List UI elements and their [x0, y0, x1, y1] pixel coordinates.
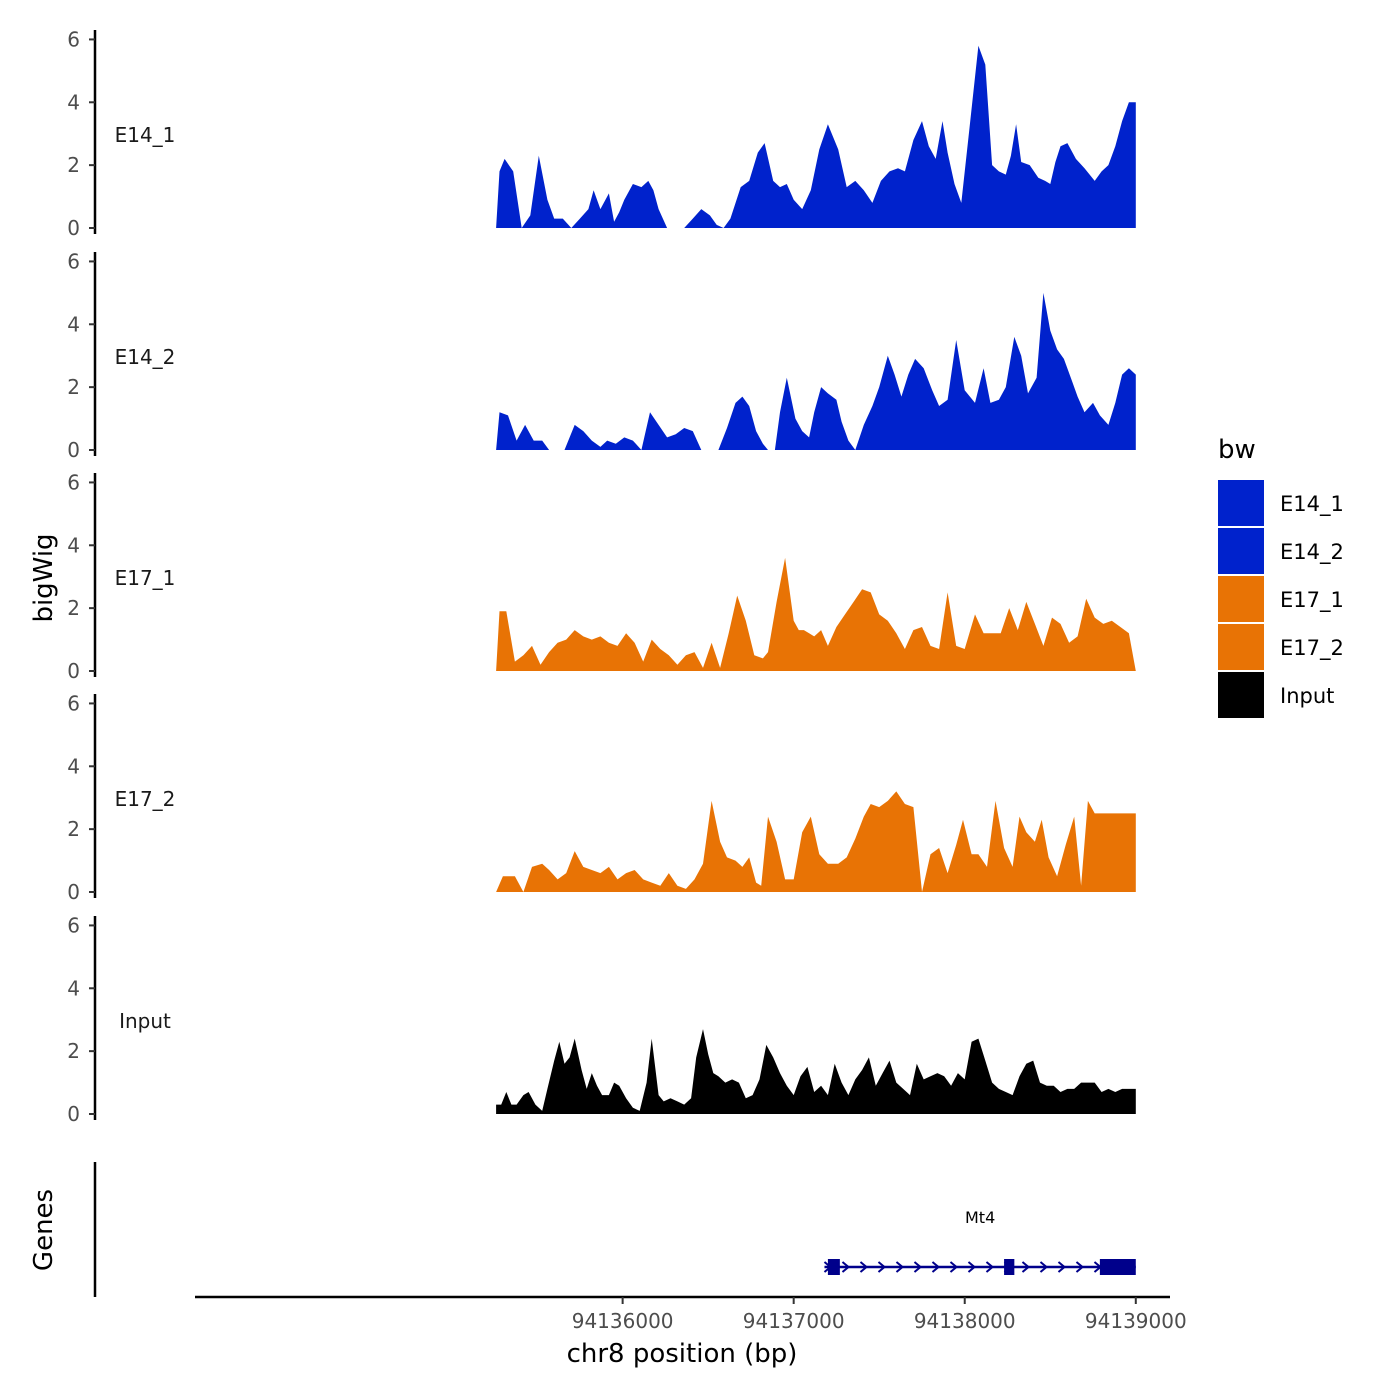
- y-tick-label: 6: [67, 470, 80, 494]
- y-tick-label: 2: [67, 817, 80, 841]
- track-label: E14_1: [115, 123, 176, 147]
- track-label: E14_2: [115, 345, 176, 369]
- legend-label: E17_2: [1280, 636, 1344, 661]
- strand-arrow: [949, 1261, 959, 1273]
- track-Input: 0 2 4 6 Input: [67, 913, 1136, 1126]
- y-tick-label: 4: [67, 90, 80, 114]
- legend-swatch: [1218, 672, 1264, 718]
- y-tick-label: 6: [67, 913, 80, 937]
- y-tick-label: 2: [67, 375, 80, 399]
- y-tick-label: 0: [67, 1102, 80, 1126]
- strand-arrow: [967, 1261, 977, 1273]
- track-E14_1: 0 2 4 6 E14_1: [67, 27, 1136, 240]
- legend-label: E14_2: [1280, 540, 1344, 565]
- gene-Mt4: Mt4: [823, 1208, 1136, 1275]
- strand-arrow: [1039, 1261, 1049, 1273]
- area-E17_2: [496, 791, 1136, 892]
- legend-swatch: [1218, 528, 1264, 574]
- track-E14_2: 0 2 4 6 E14_2: [67, 249, 1136, 462]
- y-tick-label: 4: [67, 533, 80, 557]
- area-E14_2: [496, 292, 1136, 450]
- y-tick-label: 0: [67, 438, 80, 462]
- area-E17_1: [496, 557, 1136, 671]
- y-tick-label: 2: [67, 153, 80, 177]
- track-label: Input: [119, 1009, 171, 1033]
- y-tick-label: 6: [67, 249, 80, 273]
- strand-arrow: [913, 1261, 923, 1273]
- strand-arrow: [1021, 1261, 1031, 1273]
- y-tick-label: 0: [67, 216, 80, 240]
- x-axis: 94136000 94137000 94138000 94139000: [195, 1295, 1187, 1333]
- legend-swatch: [1218, 576, 1264, 622]
- legend-swatch: [1218, 480, 1264, 526]
- track-label: E17_2: [115, 787, 176, 811]
- area-Input: [496, 1029, 1136, 1114]
- strand-arrow: [859, 1261, 869, 1273]
- y-tick-label: 2: [67, 596, 80, 620]
- gene-name-label: Mt4: [965, 1208, 995, 1227]
- y-tick-label: 6: [67, 691, 80, 715]
- x-tick-label: 94136000: [572, 1309, 674, 1333]
- y-tick-label: 4: [67, 754, 80, 778]
- x-tick-label: 94138000: [914, 1309, 1016, 1333]
- y-tick-label: 4: [67, 976, 80, 1000]
- legend-label: E17_1: [1280, 588, 1344, 613]
- exon: [1004, 1259, 1015, 1275]
- area-E14_1: [496, 45, 1136, 229]
- x-tick-label: 94137000: [743, 1309, 845, 1333]
- genes-track-title: Genes: [29, 1189, 59, 1271]
- x-tick-label: 94139000: [1085, 1309, 1187, 1333]
- y-axis-title: bigWig: [29, 533, 59, 622]
- track-E17_1: 0 2 4 6 E17_1: [67, 470, 1136, 683]
- y-tick-label: 4: [67, 312, 80, 336]
- strand-arrow: [931, 1261, 941, 1273]
- strand-arrow: [985, 1261, 995, 1273]
- track-label: E17_1: [115, 566, 176, 590]
- y-tick-label: 2: [67, 1039, 80, 1063]
- strand-arrow: [877, 1261, 887, 1273]
- strand-arrow: [1057, 1261, 1067, 1273]
- strand-arrow: [1075, 1261, 1085, 1273]
- y-tick-label: 0: [67, 880, 80, 904]
- y-tick-label: 6: [67, 27, 80, 51]
- exon: [827, 1259, 840, 1275]
- exon: [1099, 1259, 1136, 1275]
- legend-title: bw: [1218, 435, 1256, 465]
- signal-tracks: 0 2 4 6 E14_1 0 2 4 6 E14_2 0 2 4 6 E17_1 0 2 4 6 E17_2 0 2 4 6…: [67, 27, 1136, 1126]
- genes-track: Mt4: [93, 1162, 1136, 1297]
- x-axis-title: chr8 position (bp): [567, 1339, 798, 1369]
- strand-arrow: [841, 1261, 851, 1273]
- strand-arrow: [895, 1261, 905, 1273]
- track-E17_2: 0 2 4 6 E17_2: [67, 691, 1136, 904]
- legend-swatch: [1218, 624, 1264, 670]
- y-tick-label: 0: [67, 659, 80, 683]
- legend-label: E14_1: [1280, 492, 1344, 517]
- legend: bw E14_1 E14_2 E17_1 E17_2 Input: [1218, 435, 1344, 718]
- legend-label: Input: [1280, 684, 1334, 708]
